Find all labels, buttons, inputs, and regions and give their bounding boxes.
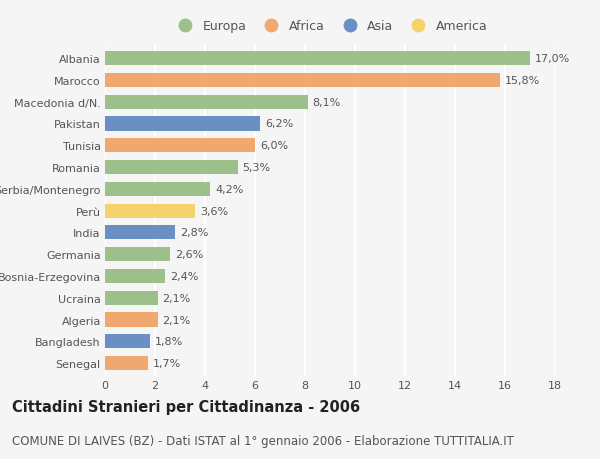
Legend: Europa, Africa, Asia, America: Europa, Africa, Asia, America	[172, 20, 488, 33]
Bar	[105, 161, 238, 175]
Bar	[105, 182, 210, 196]
Bar	[105, 313, 157, 327]
Bar	[105, 335, 150, 349]
Text: 2,6%: 2,6%	[175, 250, 203, 260]
Bar	[105, 226, 175, 240]
Text: COMUNE DI LAIVES (BZ) - Dati ISTAT al 1° gennaio 2006 - Elaborazione TUTTITALIA.: COMUNE DI LAIVES (BZ) - Dati ISTAT al 1°…	[12, 434, 514, 447]
Text: 2,1%: 2,1%	[163, 315, 191, 325]
Text: 1,8%: 1,8%	[155, 336, 183, 347]
Bar	[105, 204, 195, 218]
Bar	[105, 247, 170, 262]
Bar	[105, 269, 165, 284]
Text: 1,7%: 1,7%	[152, 358, 181, 368]
Bar	[105, 291, 157, 305]
Text: 8,1%: 8,1%	[313, 97, 341, 107]
Text: 17,0%: 17,0%	[535, 54, 570, 64]
Bar	[105, 52, 530, 66]
Bar	[105, 356, 148, 370]
Text: 3,6%: 3,6%	[200, 206, 228, 216]
Text: 4,2%: 4,2%	[215, 185, 244, 195]
Text: 2,8%: 2,8%	[180, 228, 208, 238]
Text: 15,8%: 15,8%	[505, 76, 540, 86]
Bar	[105, 95, 308, 110]
Text: 2,4%: 2,4%	[170, 271, 199, 281]
Text: 6,2%: 6,2%	[265, 119, 293, 129]
Bar	[105, 139, 255, 153]
Bar	[105, 73, 500, 88]
Text: 6,0%: 6,0%	[260, 141, 288, 151]
Text: Cittadini Stranieri per Cittadinanza - 2006: Cittadini Stranieri per Cittadinanza - 2…	[12, 399, 360, 414]
Bar	[105, 117, 260, 131]
Text: 5,3%: 5,3%	[242, 162, 271, 173]
Text: 2,1%: 2,1%	[163, 293, 191, 303]
